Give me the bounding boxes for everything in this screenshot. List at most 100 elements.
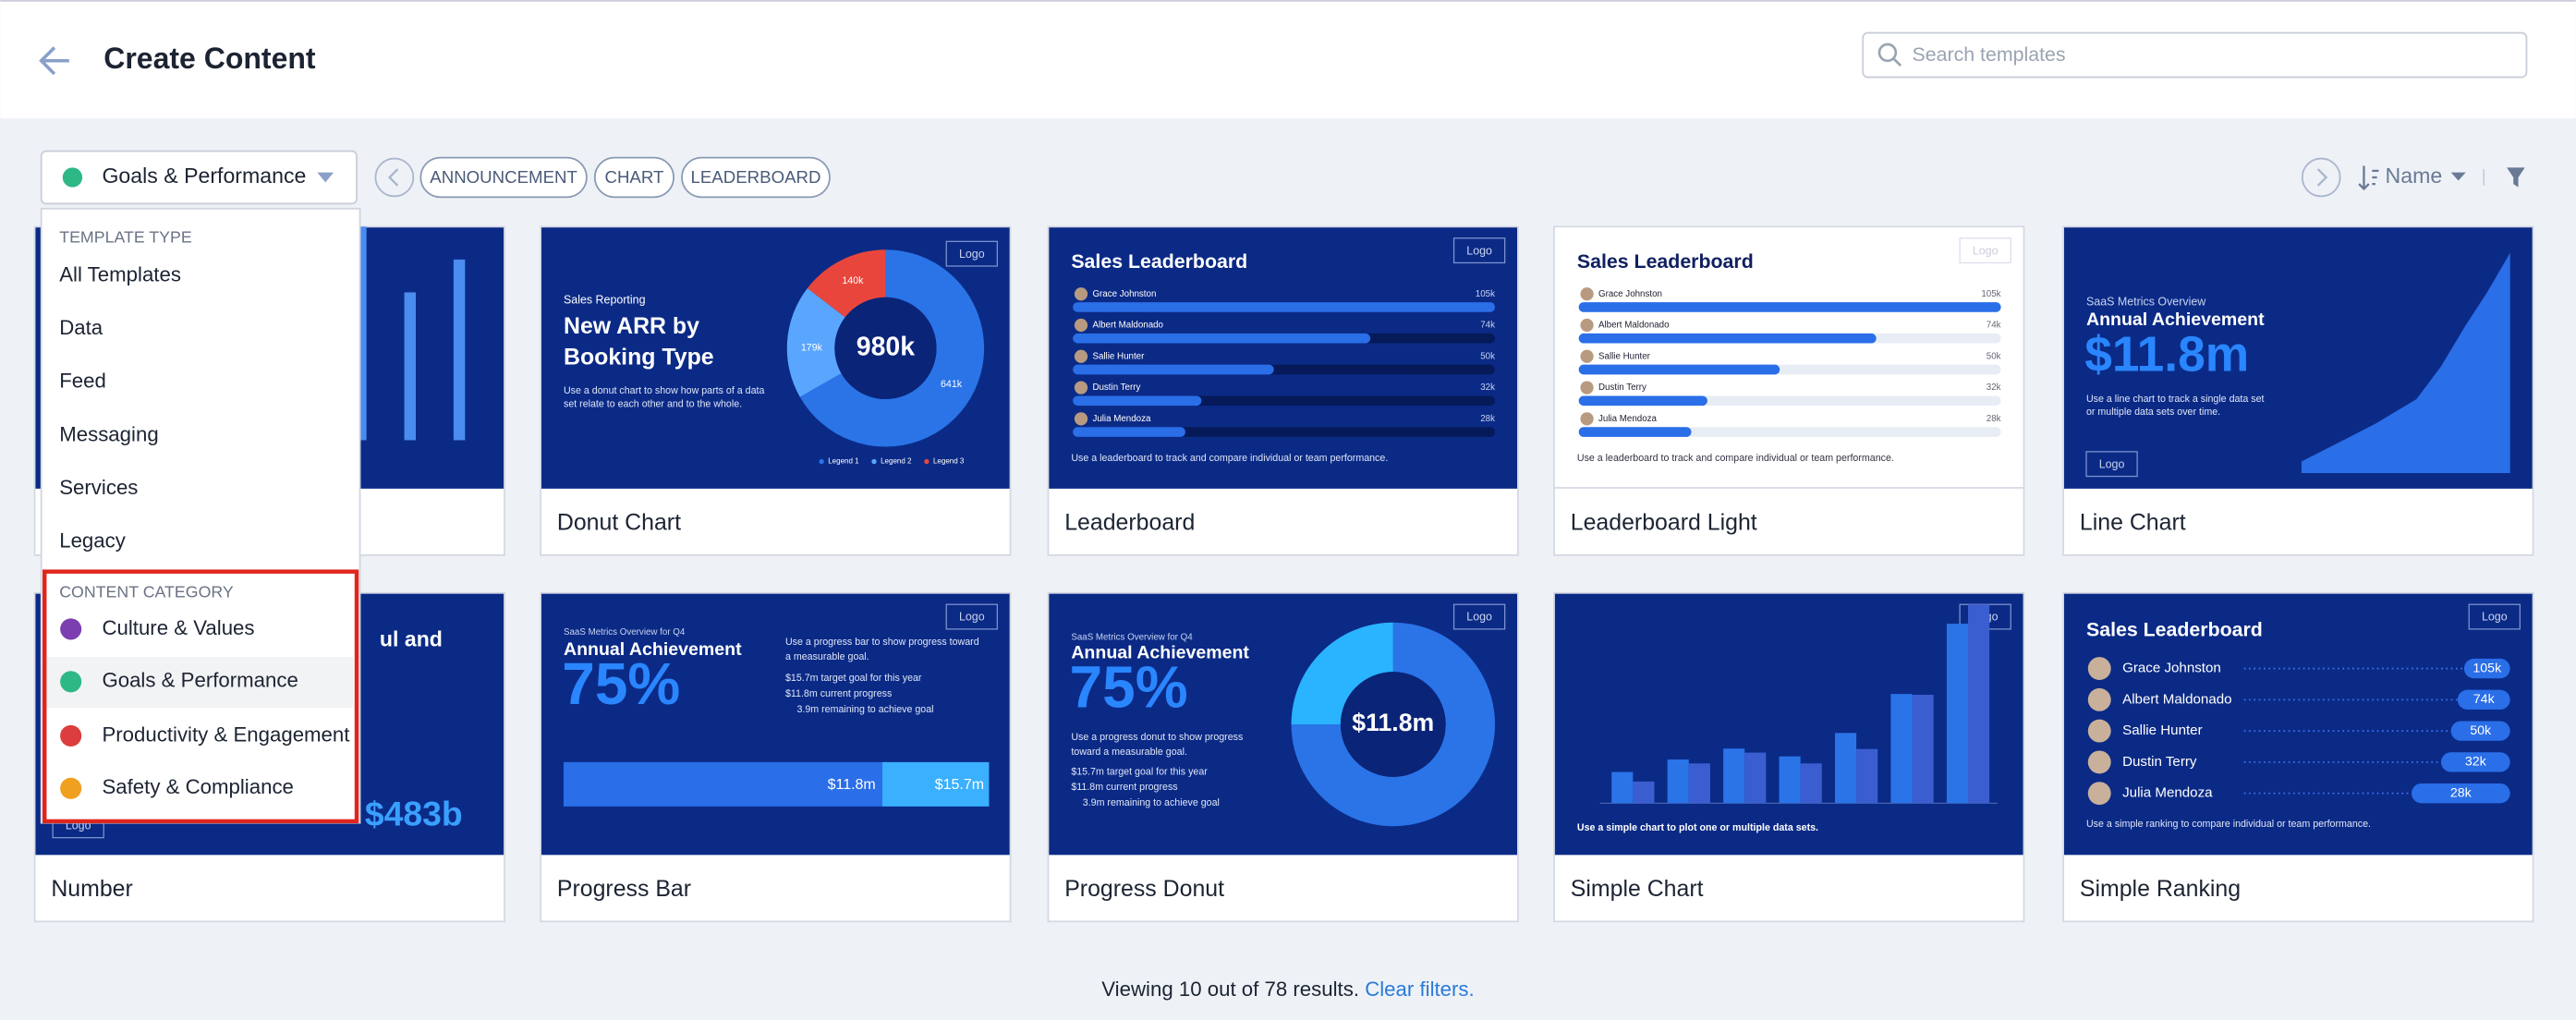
row-value: 74k [1987,321,2001,331]
filter-chip[interactable] [681,156,831,199]
avatar [1580,318,1594,333]
row-name: Sallie Hunter [1598,351,1651,361]
thumbnail: Logo Sales Leaderboard Grace Johnston 105k A… [1049,227,1517,489]
card-name: Line Chart [2080,510,2186,536]
bar-label: $11.8m [828,777,876,793]
sort-caret[interactable] [2450,172,2466,181]
menu-item: Productivity & Engagement [102,722,350,746]
select-caret [317,172,334,183]
row-name: Dustin Terry [1092,382,1140,393]
legend-dot [819,458,824,465]
chips-prev[interactable] [374,157,415,198]
template-card[interactable]: Logo Sales Leaderboard Grace Johnston 105k A… [1553,225,2025,556]
clear-filters-link[interactable]: Clear filters. [1365,978,1475,1001]
sort-label: Name [2386,164,2443,188]
thumb-title: Sales Leaderboard [2086,618,2263,640]
row-name: Grace Johnston [2122,661,2221,676]
row-name: Sallie Hunter [1092,351,1145,361]
chart-bar [1968,604,1990,804]
avatar [1074,287,1088,301]
chart-bar [1856,748,1878,804]
filter-icon[interactable] [2507,167,2525,188]
thumb-eyebrow: SaaS Metrics Overview [2086,295,2206,308]
thumb-logo: Logo [1973,244,1999,257]
chart-bar [1835,733,1857,804]
row-value: 74k [1480,321,1495,331]
filter-chip-label: CHART [604,167,663,187]
chips-next[interactable] [2301,157,2341,198]
row-value: 28k [2450,785,2473,800]
donut-segment [807,249,886,318]
donut-progress [1291,622,1495,827]
row-value: 28k [1987,414,2001,424]
search-box[interactable] [1862,31,2528,79]
thumb-eyebrow: SaaS Metrics Overview for Q4 [1071,632,1193,642]
card-name: Leaderboard [1064,510,1195,536]
row-value: 50k [1987,351,2001,361]
category-select[interactable] [40,150,358,205]
menu-item: Legacy [59,529,127,552]
thumb-logo-box [1452,603,1506,630]
avatar [1580,412,1594,426]
row-value: 32k [1987,382,2001,393]
card-name: Donut Chart [557,510,681,536]
legend-dot [924,458,930,465]
row-name: Albert Maldonado [2122,691,2231,707]
menu-item: Data [59,316,103,339]
template-card[interactable]: Logo Sales Leaderboard Grace Johnston 105k A… [2062,591,2534,923]
sort-icon [2358,165,2379,191]
template-card[interactable]: LogoUse a simple chart to plot one or mu… [1553,591,2025,923]
row-name: Dustin Terry [1598,382,1646,393]
template-card[interactable]: Logo Sales Reporting New ARR by Booking Typ… [540,225,1012,556]
progress-bar [564,761,882,807]
segment-label: 179k [801,343,823,354]
thumb-text: New ARR by Booking Type [564,312,714,370]
row-value: 32k [2465,755,2487,770]
row-name: Albert Maldonado [1598,321,1670,331]
row-bar [1578,302,2001,312]
legend-label: Legend 2 [881,457,912,466]
thumb-logo-box [2468,603,2521,630]
thumb-logo: Logo [2099,457,2125,470]
thumb-logo: Logo [1466,244,1492,257]
menu-item: Feed [59,370,106,393]
results-summary: Viewing 10 out of 78 results. Clear filt… [1101,978,1474,1001]
menu-item: Services [59,476,138,499]
thumbnail: SaaS Metrics Overview Annual Achievement$… [2064,227,2533,489]
bar-label: $15.7m [935,777,984,793]
menu-item: All Templates [59,263,181,286]
thumb-desc: Use a simple ranking to compare individu… [2086,819,2371,830]
thumb-desc: Use a leaderboard to track and compare i… [1071,453,1388,464]
avatar [2087,687,2111,711]
back-button[interactable] [39,46,69,76]
donut-hole [834,297,937,399]
row-value: 50k [1480,351,1495,361]
chart-bar [1946,624,1968,804]
value-pill [2450,721,2510,741]
row-bar [1578,364,1780,375]
card-name: Number [51,876,132,902]
chart-bar [1779,756,1801,804]
row-bar [1073,364,1274,375]
avatar [1580,381,1594,395]
donut-segment [786,287,845,397]
filter-chip[interactable] [593,156,674,199]
row-name: Grace Johnston [1092,289,1156,299]
thumb-bg [1554,227,2023,489]
template-card[interactable]: Logo Sales Leaderboard Grace Johnston 105k A… [1047,225,1519,556]
thumb-text: Use a line chart to track a single data … [2086,394,2265,418]
category-dot [62,167,83,188]
row-name: Julia Mendoza [2122,785,2213,801]
chart-bar [1723,748,1745,804]
template-card[interactable]: SaaS Metrics Overview Annual Achievement$… [2062,225,2534,556]
avatar [1580,287,1594,301]
thumb-logo: Logo [2482,611,2508,624]
filter-chip[interactable] [419,156,588,199]
segment-label: 140k [842,275,864,286]
row-value: 105k [1981,289,2000,299]
row-bar [1073,302,1495,312]
card-name: Leaderboard Light [1571,510,1757,536]
